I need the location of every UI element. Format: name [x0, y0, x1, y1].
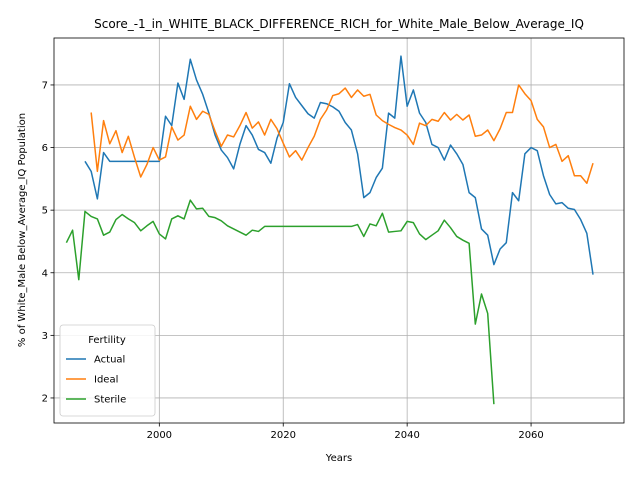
- legend: Fertility Actual Ideal Sterile: [60, 325, 155, 416]
- x-tick-label: 2060: [518, 430, 543, 441]
- y-tick-label: 3: [42, 331, 48, 342]
- y-tick-label: 2: [42, 393, 48, 404]
- y-tick-label: 6: [42, 143, 48, 154]
- x-tick-label: 2040: [394, 430, 419, 441]
- x-tick-label: 2020: [271, 430, 296, 441]
- y-axis-label: % of White_Male Below_Average_IQ Populat…: [17, 113, 28, 347]
- y-tick-label: 4: [42, 268, 48, 279]
- legend-label-sterile: Sterile: [94, 395, 126, 406]
- y-tick-label: 7: [42, 80, 48, 91]
- legend-label-actual: Actual: [94, 355, 125, 366]
- chart-title: Score_-1_in_WHITE_BLACK_DIFFERENCE_RICH_…: [94, 17, 584, 31]
- legend-label-ideal: Ideal: [94, 375, 118, 386]
- y-tick-label: 5: [42, 206, 48, 217]
- legend-title: Fertility: [88, 335, 126, 346]
- x-tick-label: 2000: [147, 430, 172, 441]
- x-axis-label: Years: [325, 453, 352, 464]
